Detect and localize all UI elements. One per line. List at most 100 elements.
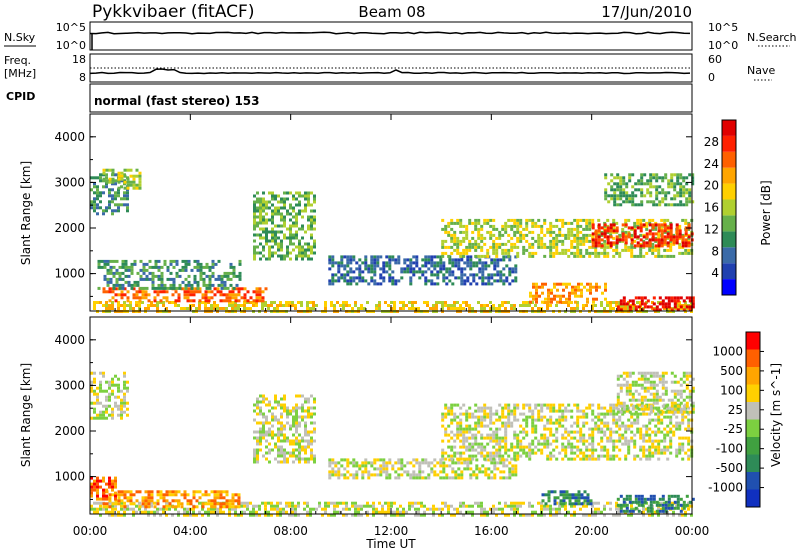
heat-cell (463, 273, 467, 277)
heat-cell (352, 255, 356, 259)
heat-cell (453, 415, 457, 419)
heat-cell (555, 233, 559, 237)
heat-cell (202, 271, 206, 275)
heat-cell (234, 510, 237, 514)
heat-cell (672, 433, 676, 437)
heat-cell (661, 197, 665, 201)
heat-cell (555, 457, 559, 461)
heat-cell (135, 174, 139, 178)
heat-cell (105, 168, 109, 172)
heat-cell (406, 270, 410, 274)
heat-cell (223, 271, 227, 275)
heat-cell (186, 502, 190, 506)
heat-cell (310, 394, 313, 398)
heat-cell (574, 285, 577, 289)
heat-cell (445, 464, 449, 468)
heat-cell (622, 302, 626, 306)
heat-cell (552, 448, 556, 452)
heat-cell (615, 226, 619, 230)
heat-cell (201, 505, 205, 509)
heat-cell (567, 230, 571, 234)
heat-cell (543, 245, 547, 249)
heat-cell (313, 209, 316, 213)
heat-cell (345, 513, 348, 517)
heat-cell (480, 409, 484, 413)
heat-cell (105, 304, 108, 307)
heat-cell (141, 296, 145, 300)
heat-cell (549, 409, 553, 413)
heat-cell (475, 264, 479, 268)
heat-cell (264, 507, 267, 511)
heat-cell (609, 439, 613, 443)
heat-cell (262, 433, 265, 437)
heat-cell (412, 470, 416, 474)
heat-cell (184, 262, 188, 266)
heat-cell (522, 403, 526, 407)
heat-cell (507, 418, 511, 422)
heat-cell (448, 464, 452, 468)
heat-cell (453, 418, 457, 422)
heat-cell (678, 513, 681, 517)
heat-cell (591, 448, 595, 452)
heat-cell (651, 454, 655, 458)
heat-cell (460, 473, 464, 477)
heat-cell (307, 457, 310, 461)
heat-cell (195, 307, 198, 310)
heat-cell (345, 507, 348, 511)
heat-cell (511, 270, 515, 274)
heat-cell (156, 490, 160, 494)
heat-cell (304, 251, 307, 255)
heat-cell (271, 233, 274, 237)
heat-cell (138, 296, 142, 300)
heat-cell (528, 251, 532, 255)
heat-cell (349, 258, 353, 262)
heat-cell (564, 406, 568, 410)
heat-cell (274, 236, 277, 240)
heat-cell (165, 507, 168, 511)
heat-cell (453, 307, 456, 310)
heat-cell (274, 442, 277, 446)
heat-cell (468, 448, 472, 452)
heat-cell (588, 427, 592, 431)
heat-cell (120, 413, 123, 417)
heat-cell (594, 241, 598, 245)
heat-cell (447, 224, 451, 228)
heat-cell (481, 267, 485, 271)
heat-cell (256, 403, 259, 407)
heat-cell (573, 513, 576, 517)
heat-cell (469, 264, 473, 268)
heat-cell (537, 412, 541, 416)
heat-cell (373, 258, 377, 262)
heat-cell (640, 179, 644, 183)
heat-cell (546, 230, 550, 234)
heat-cell (459, 218, 463, 222)
heat-cell (379, 458, 383, 462)
heat-cell (552, 245, 556, 249)
heat-cell (304, 451, 307, 455)
heat-cell (331, 473, 335, 477)
heat-cell (307, 400, 310, 404)
heat-cell (484, 282, 488, 286)
heat-cell (513, 510, 516, 514)
heat-cell (537, 239, 541, 243)
heat-cell (600, 510, 603, 514)
heat-cell (231, 307, 234, 310)
heat-cell (187, 274, 191, 278)
heat-cell (159, 496, 163, 500)
heat-cell (510, 442, 514, 446)
heat-cell (454, 264, 458, 268)
heat-cell (283, 427, 286, 431)
heat-cell (379, 470, 383, 474)
heat-cell (204, 307, 207, 310)
heat-cell (388, 261, 392, 265)
heat-cell (126, 206, 129, 210)
heat-cell (418, 476, 422, 480)
heat-cell (438, 301, 441, 304)
heat-cell (157, 265, 161, 269)
heat-cell (253, 200, 256, 204)
heat-cell (561, 242, 565, 246)
heat-cell (654, 238, 658, 242)
heat-cell (96, 386, 99, 390)
heat-cell (286, 415, 289, 419)
heat-cell (307, 215, 310, 219)
